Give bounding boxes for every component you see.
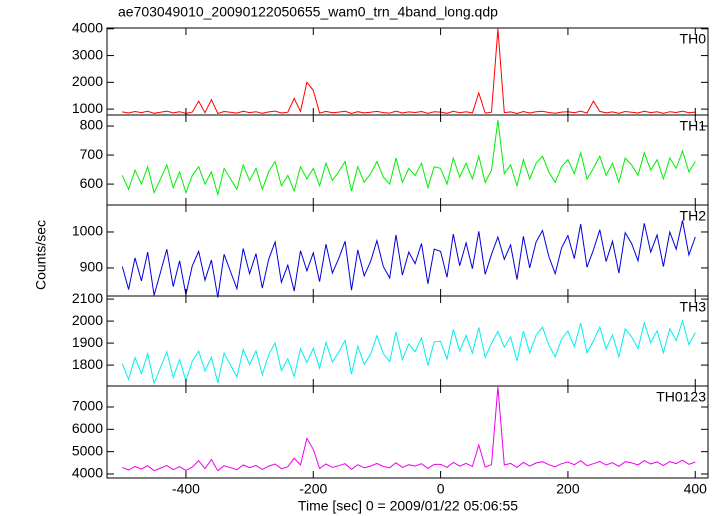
panel-frame (106, 385, 709, 479)
panel-label: TH2 (680, 208, 707, 224)
data-line (122, 386, 696, 472)
y-tick-label: 7000 (72, 398, 103, 414)
x-tick-label: 400 (684, 481, 708, 497)
y-axis-label: Counts/sec (33, 220, 49, 290)
y-tick-label: 2000 (72, 312, 103, 328)
y-tick-label: 600 (80, 175, 104, 191)
data-line (122, 28, 696, 115)
y-tick-label: 1000 (72, 100, 103, 116)
y-tick-label: 700 (80, 146, 104, 162)
chart-title: ae703049010_20090122050655_wam0_trn_4ban… (118, 4, 498, 20)
y-tick-label: 1800 (72, 356, 103, 372)
panel-frame (106, 204, 709, 297)
y-tick-label: 3000 (72, 46, 103, 62)
panel-label: TH0 (680, 31, 707, 47)
x-tick-label: -400 (172, 481, 200, 497)
x-tick-label: -200 (299, 481, 327, 497)
y-tick-label: 900 (80, 259, 104, 275)
panel-label: TH0123 (656, 389, 706, 405)
data-line (121, 319, 696, 386)
y-tick-label: 4000 (72, 465, 103, 481)
y-tick-label: 2100 (72, 290, 103, 306)
panel-label: TH1 (680, 118, 707, 134)
x-tick-label: 200 (556, 481, 580, 497)
data-line (121, 120, 696, 197)
panel-label: TH3 (680, 299, 707, 315)
y-tick-label: 4000 (72, 20, 103, 36)
data-line (121, 220, 696, 298)
y-tick-label: 1900 (72, 334, 103, 350)
panel-frame (106, 114, 709, 206)
y-tick-label: 5000 (72, 442, 103, 458)
y-tick-label: 6000 (72, 420, 103, 436)
x-tick-label: 0 (437, 481, 445, 497)
y-tick-label: 2000 (72, 73, 103, 89)
x-axis-label: Time [sec] 0 = 2009/01/22 05:06:55 (298, 498, 518, 514)
y-tick-label: 800 (80, 117, 104, 133)
y-tick-label: 1000 (72, 223, 103, 239)
panel-frame (106, 295, 709, 387)
panel-frame (106, 27, 709, 116)
